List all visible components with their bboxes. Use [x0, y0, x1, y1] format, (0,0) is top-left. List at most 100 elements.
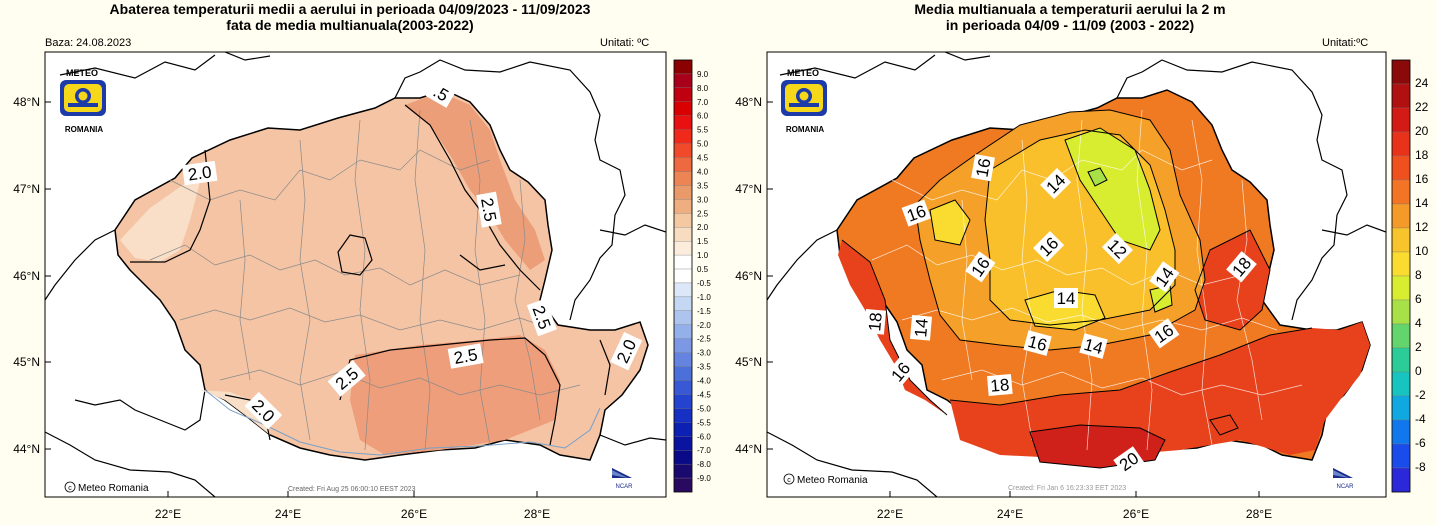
svg-text:ROMANIA: ROMANIA [786, 125, 824, 134]
left-legend-swatch [673, 254, 693, 270]
right-lime-north [1065, 128, 1160, 250]
left-legend-label: 1.5 [697, 237, 709, 246]
left-legend-label: 5.5 [697, 126, 709, 135]
left-credit: c Meteo Romania [64, 481, 149, 494]
left-y-tick-label: 46°N [13, 269, 40, 283]
left-legend-swatch [673, 394, 693, 409]
right-red-east [1195, 230, 1270, 330]
right-legend-label: 24 [1415, 76, 1429, 90]
svg-text:2.5: 2.5 [452, 345, 479, 368]
svg-text:16: 16 [973, 157, 995, 179]
right-yellow-patch-west [930, 200, 970, 245]
left-units: Unitati: ºC [600, 37, 650, 49]
left-map [45, 52, 666, 497]
left-legend-label: -4.5 [697, 390, 711, 399]
contour-label: 2.0 [181, 160, 218, 186]
left-color-legend: 9.0 8.0 7.0 6.0 5.5 5.0 4.5 4.0 3.5 3.0 2.5 2.0 1.5 1… [673, 59, 711, 493]
right-legend-swatch [1391, 83, 1411, 109]
left-neighbor-borders [45, 52, 666, 497]
left-x-tick-label: 28°E [524, 507, 550, 521]
right-legend-label: 4 [1415, 316, 1422, 330]
left-legend-swatch [673, 213, 693, 228]
right-legend-label: -2 [1415, 388, 1426, 402]
right-legend-swatch [1391, 299, 1411, 325]
contour-label: 16 [1023, 330, 1052, 356]
right-x-tick-label: 28°E [1246, 507, 1272, 521]
left-legend-swatch [673, 101, 693, 116]
left-legend-swatch [673, 463, 693, 479]
left-legend-label: -2.0 [697, 321, 711, 330]
right-legend-label: 6 [1415, 292, 1422, 306]
axis-labels: 22°E 22°E 24°E 24°E 26°E 26°E 28°E 28°E 48°N 48°N… [13, 95, 1272, 521]
left-legend-label: 2.0 [697, 223, 709, 232]
right-legend-label: -8 [1415, 460, 1426, 474]
left-y-tick-label: 45°N [13, 355, 40, 369]
svg-text:2.0: 2.0 [187, 162, 213, 184]
left-legend-swatch [673, 450, 693, 465]
left-ncar-logo: NCAR [612, 468, 633, 490]
left-legend-swatch [673, 310, 693, 325]
left-legend-swatch [673, 241, 693, 256]
right-created: Created: Fri Jan 6 16:23:33 EET 2023 [1008, 485, 1126, 492]
left-legend-label: -4.0 [697, 377, 711, 386]
left-legend-swatch [673, 408, 693, 423]
left-legend-label: 1.0 [697, 251, 709, 260]
right-legend-label: 2 [1415, 340, 1422, 354]
left-legend-label: 3.5 [697, 181, 709, 190]
left-legend-label: 4.5 [697, 154, 709, 163]
left-legend-label: -6.0 [697, 432, 711, 441]
right-legend-swatch [1391, 251, 1411, 277]
right-red-south [950, 322, 1370, 458]
right-legend-label: 22 [1415, 100, 1429, 114]
right-legend-label: 18 [1415, 148, 1429, 162]
right-units: Unitati:ºC [1322, 37, 1369, 49]
left-legend-swatch [673, 436, 693, 451]
left-legend-swatch [673, 171, 693, 186]
right-legend-label: 0 [1415, 364, 1422, 378]
right-legend-swatch [1391, 323, 1411, 349]
right-legend-swatch [1391, 275, 1411, 301]
left-legend-label: 4.0 [697, 167, 709, 176]
right-y-tick-label: 44°N [735, 442, 762, 456]
left-county-lines [149, 109, 581, 451]
left-legend-label: -3.5 [697, 363, 711, 372]
left-legend-swatch [673, 366, 693, 381]
right-legend-swatch [1391, 371, 1411, 397]
right-legend-label: 12 [1415, 220, 1429, 234]
right-x-tick-label: 22°E [877, 507, 903, 521]
right-axis-ticks [767, 101, 1260, 497]
contour-label: 18 [863, 308, 887, 335]
right-legend-label: -4 [1415, 412, 1426, 426]
left-legend-swatch [673, 324, 693, 339]
right-map-title: Media multianuala a temperaturii aerului… [720, 1, 1420, 33]
left-legend-swatch [673, 296, 693, 311]
right-red-west [838, 240, 947, 415]
svg-text:METEO: METEO [787, 68, 819, 78]
left-title-line1: Abaterea temperaturii medii a aerului in… [109, 1, 591, 17]
left-legend-swatch [673, 477, 693, 493]
svg-text:NCAR: NCAR [615, 484, 633, 490]
right-legend-swatch [1391, 179, 1411, 205]
left-created: Created: Fri Aug 25 06:00:10 EEST 2023 [288, 486, 416, 493]
left-legend-swatch [673, 87, 693, 102]
left-dark-east [405, 92, 545, 270]
right-legend-swatch [1391, 59, 1411, 85]
right-legend-label: 16 [1415, 172, 1429, 186]
right-ncar-logo: NCAR [1333, 468, 1354, 490]
left-legend-label: -0.5 [697, 279, 711, 288]
contour-label: 18 [986, 373, 1013, 397]
left-legend-label: -1.5 [697, 307, 711, 316]
svg-text:Meteo Romania: Meteo Romania [78, 483, 149, 494]
left-legend-label: 8.0 [697, 84, 709, 93]
left-legend-swatch [673, 185, 693, 200]
left-legend-swatch [673, 422, 693, 437]
right-legend-swatch [1391, 107, 1411, 133]
right-legend-label: 14 [1415, 196, 1429, 210]
right-legend-swatch [1391, 467, 1411, 493]
left-legend-swatch [673, 73, 693, 89]
left-legend-label: 7.0 [697, 98, 709, 107]
svg-text:2.5: 2.5 [477, 196, 500, 223]
right-legend-label: 20 [1415, 124, 1429, 138]
right-legend-swatch [1391, 227, 1411, 253]
left-x-tick-label: 24°E [275, 507, 301, 521]
